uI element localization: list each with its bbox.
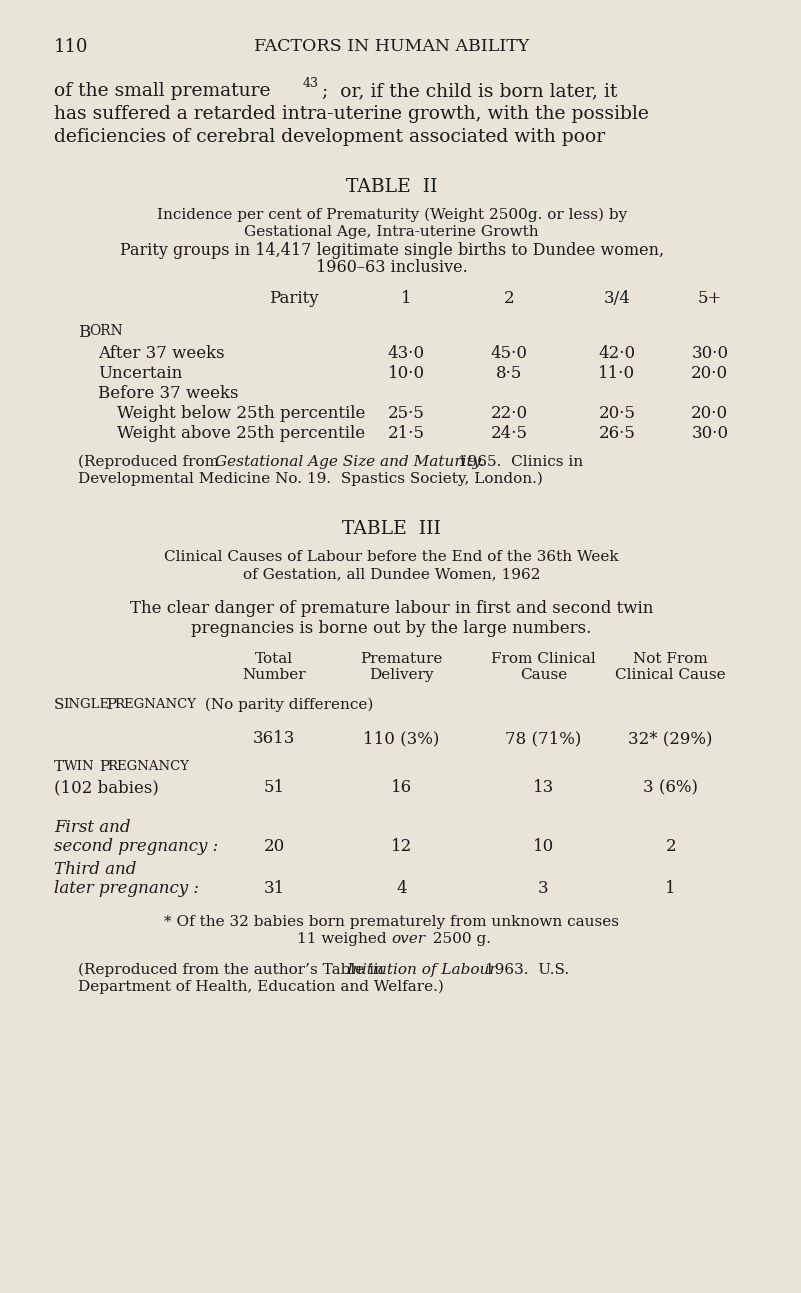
Text: (Reproduced from the author’s Table in: (Reproduced from the author’s Table in	[78, 963, 389, 978]
Text: 51: 51	[264, 778, 284, 796]
Text: 110 (3%): 110 (3%)	[363, 731, 440, 747]
Text: Incidence per cent of Prematurity (Weight 2500g. or less) by: Incidence per cent of Prematurity (Weigh…	[156, 208, 626, 222]
Text: (Reproduced from: (Reproduced from	[78, 455, 224, 469]
Text: 10: 10	[533, 838, 554, 855]
Text: Clinical Cause: Clinical Cause	[615, 668, 726, 681]
Text: First and: First and	[54, 818, 131, 837]
Text: TABLE  II: TABLE II	[346, 178, 437, 197]
Text: Parity groups in 14,417 legitimate single births to Dundee women,: Parity groups in 14,417 legitimate singl…	[119, 242, 664, 259]
Text: 11 weighed: 11 weighed	[297, 932, 392, 946]
Text: deficiencies of cerebral development associated with poor: deficiencies of cerebral development ass…	[54, 128, 605, 146]
Text: Cause: Cause	[520, 668, 567, 681]
Text: 10·0: 10·0	[388, 365, 425, 381]
Text: 2500 g.: 2500 g.	[423, 932, 491, 946]
Text: P: P	[95, 760, 110, 775]
Text: 20·5: 20·5	[598, 405, 635, 422]
Text: From Clinical: From Clinical	[491, 652, 596, 666]
Text: of the small premature: of the small premature	[54, 81, 276, 100]
Text: Weight below 25th percentile: Weight below 25th percentile	[118, 405, 366, 422]
Text: 11·0: 11·0	[598, 365, 635, 381]
Text: later pregnancy :: later pregnancy :	[54, 881, 199, 897]
Text: Weight above 25th percentile: Weight above 25th percentile	[118, 425, 365, 442]
Text: 3613: 3613	[253, 731, 296, 747]
Text: Gestational Age Size and Maturity.: Gestational Age Size and Maturity.	[215, 455, 485, 469]
Text: 3 (6%): 3 (6%)	[643, 778, 698, 796]
Text: Parity: Parity	[269, 290, 319, 306]
Text: 21·5: 21·5	[388, 425, 425, 442]
Text: 2: 2	[666, 838, 676, 855]
Text: 45·0: 45·0	[491, 345, 528, 362]
Text: 16: 16	[391, 778, 412, 796]
Text: 24·5: 24·5	[491, 425, 528, 442]
Text: REGNANCY: REGNANCY	[115, 698, 196, 711]
Text: REGNANCY: REGNANCY	[107, 760, 190, 773]
Text: Clinical Causes of Labour before the End of the 36th Week: Clinical Causes of Labour before the End…	[164, 550, 619, 564]
Text: Total: Total	[255, 652, 293, 666]
Text: 5+: 5+	[698, 290, 722, 306]
Text: Not From: Not From	[634, 652, 708, 666]
Text: ORN: ORN	[89, 325, 123, 337]
Text: has suffered a retarded intra-uterine growth, with the possible: has suffered a retarded intra-uterine gr…	[54, 105, 649, 123]
Text: Third and: Third and	[54, 861, 136, 878]
Text: 30·0: 30·0	[691, 345, 728, 362]
Text: 20·0: 20·0	[691, 405, 728, 422]
Text: ;  or, if the child is born later, it: ; or, if the child is born later, it	[316, 81, 618, 100]
Text: Department of Health, Education and Welfare.): Department of Health, Education and Welf…	[78, 980, 445, 994]
Text: 13: 13	[533, 778, 554, 796]
Text: B: B	[78, 325, 91, 341]
Text: Initiation of Labour: Initiation of Labour	[347, 963, 497, 978]
Text: 1965.  Clinics in: 1965. Clinics in	[449, 455, 584, 469]
Text: Delivery: Delivery	[369, 668, 434, 681]
Text: WIN: WIN	[63, 760, 95, 773]
Text: pregnancies is borne out by the large numbers.: pregnancies is borne out by the large nu…	[191, 621, 592, 637]
Text: 1: 1	[401, 290, 412, 306]
Text: 3/4: 3/4	[603, 290, 630, 306]
Text: After 37 weeks: After 37 weeks	[98, 345, 224, 362]
Text: 25·5: 25·5	[388, 405, 425, 422]
Text: * Of the 32 babies born prematurely from unknown causes: * Of the 32 babies born prematurely from…	[164, 915, 619, 928]
Text: Number: Number	[243, 668, 306, 681]
Text: FACTORS IN HUMAN ABILITY: FACTORS IN HUMAN ABILITY	[254, 37, 529, 56]
Text: second pregnancy :: second pregnancy :	[54, 838, 218, 855]
Text: P: P	[102, 698, 117, 712]
Text: T: T	[54, 760, 64, 775]
Text: 30·0: 30·0	[691, 425, 728, 442]
Text: of Gestation, all Dundee Women, 1962: of Gestation, all Dundee Women, 1962	[243, 568, 541, 581]
Text: over: over	[392, 932, 425, 946]
Text: 20: 20	[264, 838, 285, 855]
Text: 43: 43	[303, 78, 319, 91]
Text: TABLE  III: TABLE III	[342, 520, 441, 538]
Text: 20·0: 20·0	[691, 365, 728, 381]
Text: 32* (29%): 32* (29%)	[629, 731, 713, 747]
Text: 4: 4	[396, 881, 407, 897]
Text: S: S	[54, 698, 64, 712]
Text: 78 (71%): 78 (71%)	[505, 731, 582, 747]
Text: 2: 2	[504, 290, 514, 306]
Text: 1963.  U.S.: 1963. U.S.	[480, 963, 569, 978]
Text: Uncertain: Uncertain	[98, 365, 182, 381]
Text: 8·5: 8·5	[496, 365, 522, 381]
Text: 110: 110	[54, 37, 88, 56]
Text: 1960–63 inclusive.: 1960–63 inclusive.	[316, 259, 468, 275]
Text: Gestational Age, Intra-uterine Growth: Gestational Age, Intra-uterine Growth	[244, 225, 539, 239]
Text: The clear danger of premature labour in first and second twin: The clear danger of premature labour in …	[130, 600, 654, 617]
Text: (102 babies): (102 babies)	[54, 778, 159, 796]
Text: 3: 3	[538, 881, 549, 897]
Text: Developmental Medicine No. 19.  Spastics Society, London.): Developmental Medicine No. 19. Spastics …	[78, 472, 543, 486]
Text: Premature: Premature	[360, 652, 443, 666]
Text: 42·0: 42·0	[598, 345, 635, 362]
Text: (No parity difference): (No parity difference)	[199, 698, 373, 712]
Text: 12: 12	[391, 838, 412, 855]
Text: 31: 31	[264, 881, 285, 897]
Text: Before 37 weeks: Before 37 weeks	[98, 385, 239, 402]
Text: 43·0: 43·0	[388, 345, 425, 362]
Text: 22·0: 22·0	[490, 405, 528, 422]
Text: 26·5: 26·5	[598, 425, 635, 442]
Text: 1: 1	[666, 881, 676, 897]
Text: INGLE: INGLE	[63, 698, 110, 711]
